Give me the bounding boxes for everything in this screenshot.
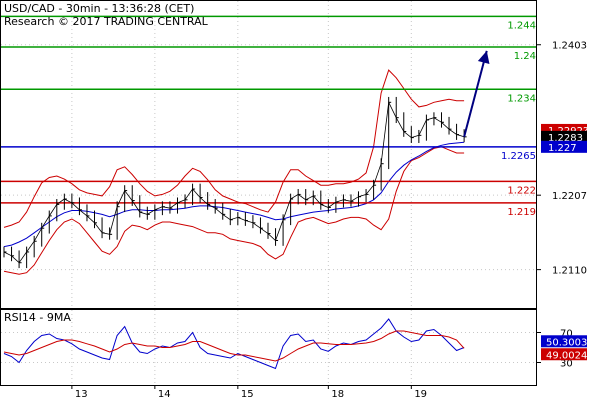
price-box [541, 130, 587, 143]
rsi-series-line [3, 318, 465, 370]
projection-arrow-head [477, 50, 490, 65]
rsi-value-box [541, 335, 587, 348]
y-tick-label: 1.2207 [552, 191, 587, 202]
level-label: 1.244 [507, 20, 536, 31]
chart-copyright: Research © 2017 TRADING CENTRAL [4, 15, 209, 28]
rsi-value-label: 50.3003 [546, 337, 587, 348]
price-levels: 1.244 1.24 1.234 1.2265 1.222 1.219 [1, 15, 536, 218]
price-box-label: 1.2283 [548, 133, 583, 144]
price-box-label: 1.227 [548, 143, 577, 154]
rsi-tick-label: 70 [560, 329, 573, 340]
rsi-grid [1, 310, 536, 385]
rsi-value-label: 49.0024 [546, 350, 587, 361]
rsi-axis: 70 30 50.3003 49.0024 [536, 329, 587, 370]
rsi-panel-frame [0, 309, 537, 386]
x-tick-label: 13 [75, 389, 88, 400]
x-axis: 13 14 15 18 19 [71, 385, 427, 400]
x-tick-label: 18 [331, 389, 344, 400]
rsi-title: RSI14 - 9MA [4, 311, 71, 324]
x-tick-label: 19 [414, 389, 427, 400]
level-label: 1.24 [514, 51, 536, 62]
rsi-series-line [3, 330, 465, 362]
rsi-tick-label: 30 [560, 359, 573, 370]
band-upper [3, 69, 465, 228]
level-label: 1.2265 [501, 151, 536, 162]
y-tick-label: 1.2403 [552, 41, 587, 52]
rsi-lines [3, 318, 465, 370]
rsi-panel: 70 30 50.3003 49.0024 RSI14 - 9MA [0, 309, 587, 386]
price-box [541, 140, 587, 153]
level-label: 1.234 [507, 93, 536, 104]
price-projection [463, 50, 490, 138]
rsi-value-box [541, 348, 587, 361]
x-tick-label: 15 [241, 389, 254, 400]
y-tick-label: 1.2110 [552, 266, 587, 277]
chart-title: USD/CAD - 30min - 13:36:28 (CET) [4, 2, 194, 15]
price-line [3, 100, 465, 264]
price-panel-frame [0, 0, 537, 309]
x-tick-label: 14 [158, 389, 171, 400]
level-label: 1.222 [507, 185, 536, 196]
projection-arrow-shaft [463, 50, 488, 138]
band-lower [3, 146, 465, 275]
price-panel: 1.244 1.24 1.234 1.2265 1.222 1.219 1.2403 1.2… [0, 0, 588, 309]
level-label: 1.219 [507, 207, 536, 218]
